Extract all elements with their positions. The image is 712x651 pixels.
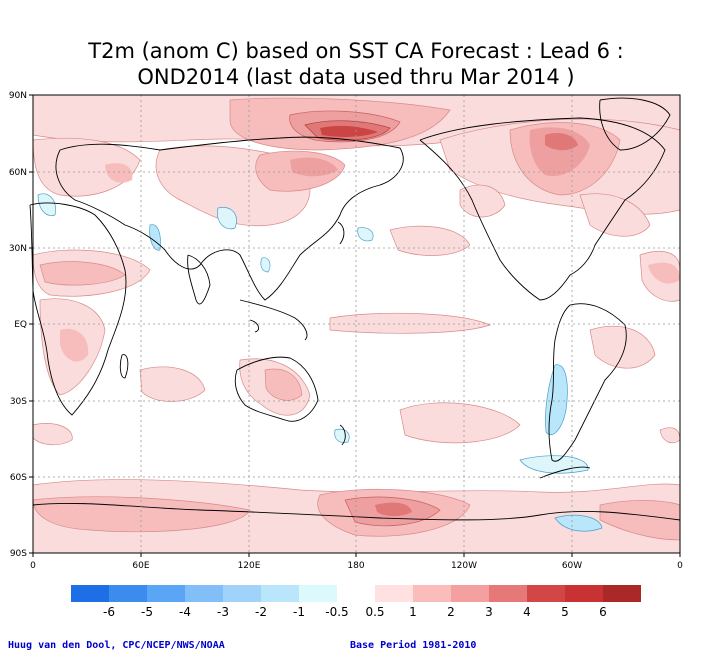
- grid-lines: [33, 95, 680, 553]
- title-line-1: T2m (anom C) based on SST CA Forecast : …: [88, 39, 624, 63]
- legend-label: -1: [293, 605, 305, 619]
- legend-labels: -6 -5 -4 -3 -2 -1 -0.5 0.5 1 2 3 4 5 6: [103, 605, 607, 619]
- legend-label: -5: [141, 605, 153, 619]
- legend-swatch: [489, 585, 527, 602]
- lon-label-120w: 120W: [451, 561, 477, 571]
- legend-colorbar: [71, 585, 641, 602]
- legend-swatch: [261, 585, 299, 602]
- lat-label-30s: 30S: [10, 397, 27, 407]
- legend-swatch: [109, 585, 147, 602]
- legend-swatch: [603, 585, 641, 602]
- anomaly-shading-layer: [32, 94, 681, 554]
- lon-label-60w: 60W: [562, 561, 582, 571]
- lon-label-120e: 120E: [238, 561, 261, 571]
- credit-author: Huug van den Dool, CPC/NCEP/NWS/NOAA: [8, 640, 225, 651]
- legend-label: 1: [409, 605, 417, 619]
- tick-marks: [29, 94, 681, 557]
- legend-label: 4: [523, 605, 531, 619]
- lon-label-0-left: 0: [30, 561, 36, 571]
- legend-label: -4: [179, 605, 191, 619]
- lon-label-180: 180: [347, 561, 364, 571]
- legend-swatch: [565, 585, 603, 602]
- lon-label-0-right: 0: [677, 561, 683, 571]
- map-title: T2m (anom C) based on SST CA Forecast : …: [0, 38, 712, 90]
- lat-label-90s: 90S: [10, 549, 27, 559]
- title-line-2: OND2014 (last data used thru Mar 2014 ): [137, 65, 575, 89]
- legend-label: 6: [599, 605, 607, 619]
- legend-swatch: [527, 585, 565, 602]
- legend-swatch: [299, 585, 337, 602]
- lat-label-60n: 60N: [9, 168, 27, 178]
- lon-label-60e: 60E: [132, 561, 149, 571]
- lat-label-90n: 90N: [9, 91, 27, 101]
- legend-label: 3: [485, 605, 493, 619]
- lat-label-30n: 30N: [9, 244, 27, 254]
- legend-swatch: [451, 585, 489, 602]
- legend-label: 5: [561, 605, 569, 619]
- legend-swatch: [413, 585, 451, 602]
- legend-swatch: [223, 585, 261, 602]
- legend-label: 0.5: [365, 605, 384, 619]
- legend-label: 2: [447, 605, 455, 619]
- coastline-layer: [29, 97, 681, 521]
- legend-label: -6: [103, 605, 115, 619]
- legend-swatch: [185, 585, 223, 602]
- credit-base-period: Base Period 1981-2010: [350, 640, 477, 651]
- legend-swatch: [147, 585, 185, 602]
- lat-label-60s: 60S: [10, 473, 27, 483]
- legend-swatch: [337, 585, 375, 602]
- legend-swatch: [71, 585, 109, 602]
- legend-label: -3: [217, 605, 229, 619]
- legend-swatch: [375, 585, 413, 602]
- legend-label: -2: [255, 605, 267, 619]
- lat-label-eq: EQ: [14, 320, 27, 330]
- legend-label: -0.5: [325, 605, 348, 619]
